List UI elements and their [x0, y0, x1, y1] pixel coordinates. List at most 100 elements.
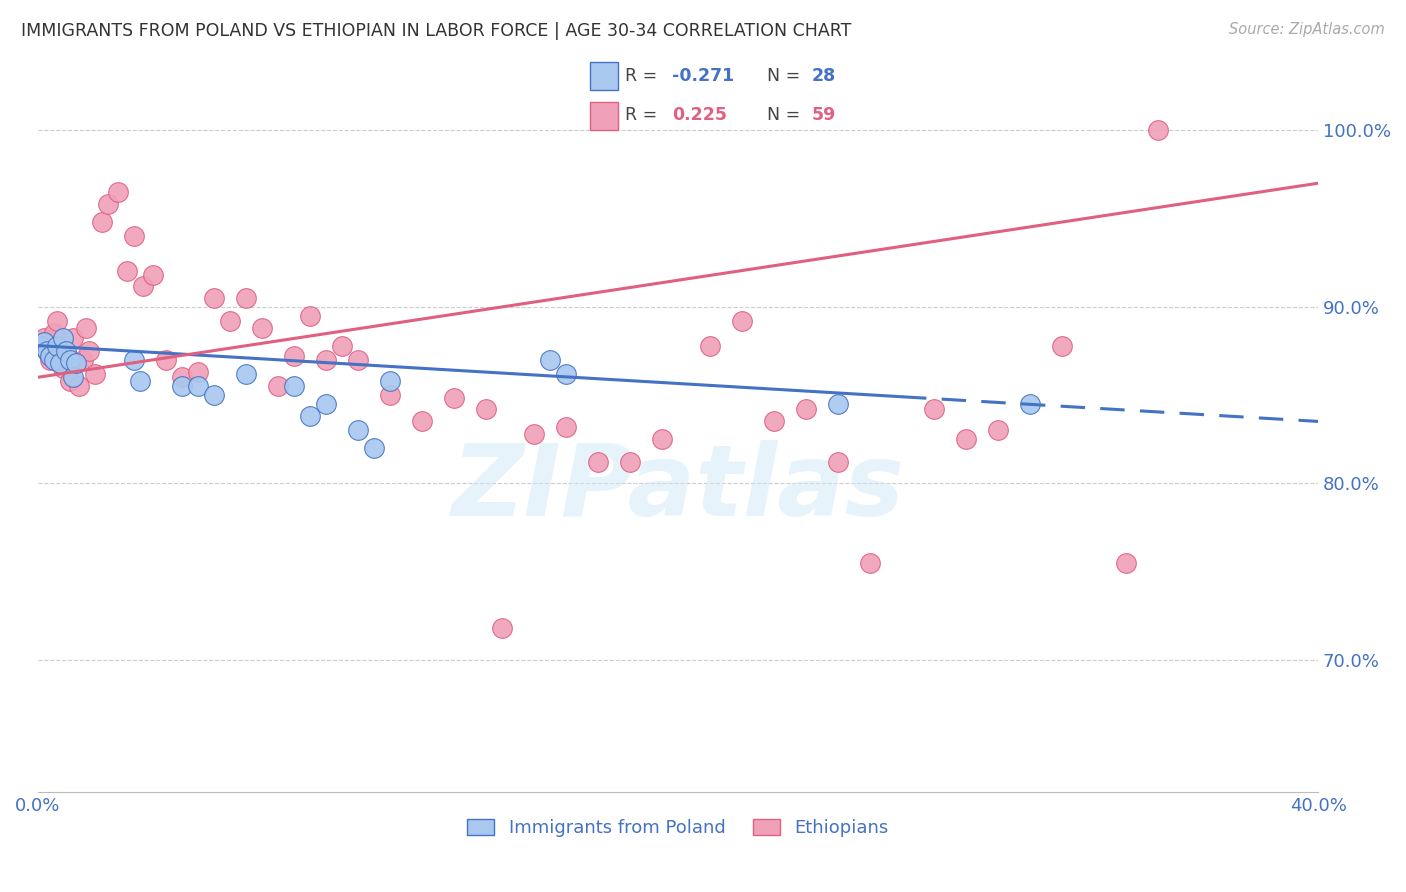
- Text: 28: 28: [811, 68, 835, 86]
- Point: [1019, 397, 1042, 411]
- Point: [52, 361, 75, 376]
- Text: -0.271: -0.271: [672, 68, 734, 86]
- Point: [491, 621, 513, 635]
- Text: R =: R =: [624, 106, 662, 124]
- Point: [77, 343, 100, 358]
- Point: [827, 397, 849, 411]
- Point: [72, 352, 94, 367]
- Point: [699, 338, 721, 352]
- Point: [202, 291, 225, 305]
- Point: [84, 367, 107, 381]
- Point: [283, 349, 305, 363]
- Point: [1050, 338, 1073, 352]
- Point: [90, 215, 112, 229]
- Point: [187, 365, 209, 379]
- Point: [235, 291, 257, 305]
- Point: [859, 556, 882, 570]
- Point: [97, 197, 120, 211]
- Point: [45, 338, 67, 352]
- Point: [65, 356, 87, 370]
- Point: [122, 229, 145, 244]
- Point: [443, 392, 465, 406]
- Point: [39, 352, 62, 367]
- Point: [187, 379, 209, 393]
- Point: [45, 314, 67, 328]
- Point: [32, 334, 55, 349]
- Point: [42, 352, 65, 367]
- Point: [794, 402, 817, 417]
- Point: [298, 309, 321, 323]
- Point: [37, 343, 59, 358]
- Point: [42, 326, 65, 341]
- Point: [65, 356, 87, 370]
- Point: [142, 268, 165, 282]
- Point: [39, 349, 62, 363]
- Point: [619, 455, 641, 469]
- Point: [202, 388, 225, 402]
- Bar: [591, 62, 619, 90]
- Point: [475, 402, 498, 417]
- Point: [129, 374, 152, 388]
- Point: [59, 374, 82, 388]
- Point: [52, 331, 75, 345]
- Text: ZIPatlas: ZIPatlas: [451, 440, 904, 537]
- Point: [267, 379, 290, 393]
- Point: [67, 379, 90, 393]
- Point: [922, 402, 945, 417]
- Point: [155, 352, 177, 367]
- Point: [346, 423, 368, 437]
- Point: [315, 397, 337, 411]
- Point: [62, 370, 84, 384]
- Point: [62, 331, 84, 345]
- Point: [1147, 123, 1170, 137]
- Point: [37, 343, 59, 358]
- Text: IMMIGRANTS FROM POLAND VS ETHIOPIAN IN LABOR FORCE | AGE 30-34 CORRELATION CHART: IMMIGRANTS FROM POLAND VS ETHIOPIAN IN L…: [21, 22, 852, 40]
- Point: [378, 388, 401, 402]
- Point: [586, 455, 609, 469]
- Point: [346, 352, 368, 367]
- Legend: Immigrants from Poland, Ethiopians: Immigrants from Poland, Ethiopians: [460, 812, 896, 845]
- Point: [651, 432, 673, 446]
- Point: [827, 455, 849, 469]
- Bar: [591, 102, 619, 130]
- Point: [49, 356, 72, 370]
- Point: [55, 349, 77, 363]
- Point: [1115, 556, 1137, 570]
- Point: [30, 338, 52, 352]
- Point: [330, 338, 353, 352]
- Point: [378, 374, 401, 388]
- Point: [55, 343, 77, 358]
- Text: R =: R =: [624, 68, 662, 86]
- Point: [132, 278, 155, 293]
- Point: [117, 264, 139, 278]
- Point: [363, 441, 385, 455]
- Point: [554, 367, 576, 381]
- Text: 59: 59: [811, 106, 835, 124]
- Point: [170, 379, 193, 393]
- Point: [122, 352, 145, 367]
- Point: [32, 331, 55, 345]
- Point: [218, 314, 240, 328]
- Point: [59, 352, 82, 367]
- Point: [75, 321, 97, 335]
- Point: [554, 419, 576, 434]
- Point: [523, 426, 546, 441]
- Point: [731, 314, 754, 328]
- Point: [283, 379, 305, 393]
- Point: [30, 338, 52, 352]
- Text: Source: ZipAtlas.com: Source: ZipAtlas.com: [1229, 22, 1385, 37]
- Point: [987, 423, 1010, 437]
- Point: [49, 343, 72, 358]
- Point: [298, 409, 321, 424]
- Point: [538, 352, 561, 367]
- Point: [235, 367, 257, 381]
- Point: [955, 432, 977, 446]
- Text: 0.225: 0.225: [672, 106, 727, 124]
- Point: [107, 185, 129, 199]
- Point: [762, 414, 785, 428]
- Point: [315, 352, 337, 367]
- Point: [170, 370, 193, 384]
- Point: [250, 321, 273, 335]
- Point: [411, 414, 433, 428]
- Text: N =: N =: [768, 106, 806, 124]
